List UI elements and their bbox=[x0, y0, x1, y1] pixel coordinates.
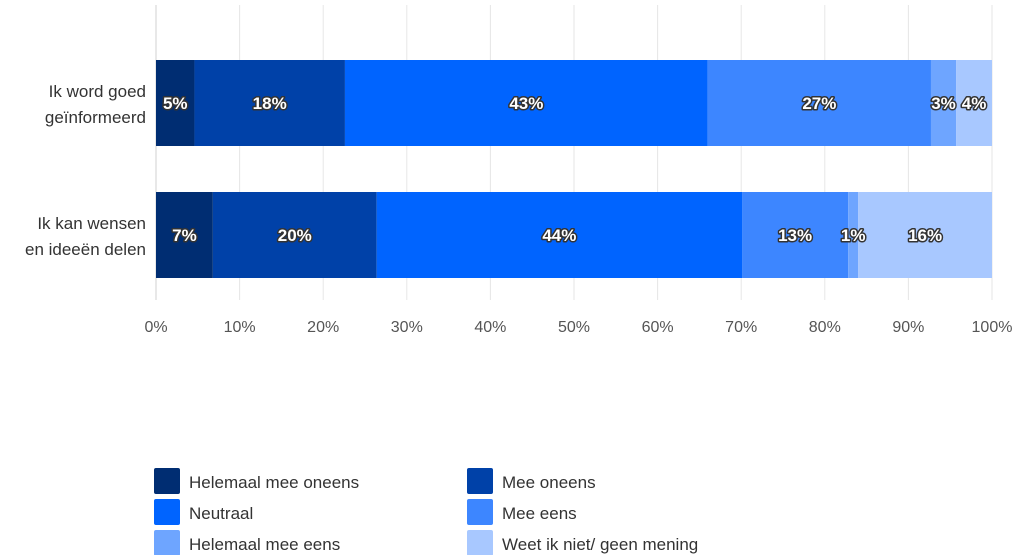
data-label: 3% bbox=[931, 94, 956, 113]
data-label: 27% bbox=[802, 94, 836, 113]
bar-segments bbox=[156, 60, 992, 278]
bar-segment bbox=[742, 192, 849, 278]
legend-swatch bbox=[154, 468, 180, 494]
data-label: 7% bbox=[172, 226, 197, 245]
data-label: 4% bbox=[962, 94, 987, 113]
legend-swatch bbox=[154, 499, 180, 525]
legend-label: Mee eens bbox=[502, 504, 577, 523]
legend-swatch bbox=[154, 530, 180, 555]
data-label: 1% bbox=[841, 226, 866, 245]
category-label: geïnformeerd bbox=[45, 108, 146, 127]
legend-label: Helemaal mee eens bbox=[189, 535, 340, 554]
bar-segment bbox=[707, 60, 931, 146]
x-tick-label: 10% bbox=[224, 319, 256, 336]
legend: Helemaal mee oneens Mee oneens Neutraal Mee… bbox=[154, 468, 698, 555]
data-label: 20% bbox=[278, 226, 312, 245]
x-tick-label: 60% bbox=[642, 319, 674, 336]
data-label: 44% bbox=[542, 226, 576, 245]
x-tick-label: 30% bbox=[391, 319, 423, 336]
data-labels: 5% 18% 43% 27% 3% 4% 7% 20% 44% 13% 1% 16% bbox=[161, 93, 987, 247]
x-tick-label: 0% bbox=[144, 319, 167, 336]
x-tick-label: 50% bbox=[558, 319, 590, 336]
x-tick-label: 20% bbox=[307, 319, 339, 336]
legend-label: Helemaal mee oneens bbox=[189, 473, 359, 492]
bar-segment bbox=[956, 60, 992, 146]
x-tick-label: 80% bbox=[809, 319, 841, 336]
bar-segment bbox=[156, 192, 213, 278]
bar-segment bbox=[848, 192, 859, 278]
legend-label: Neutraal bbox=[189, 504, 253, 523]
bar-segment bbox=[344, 60, 708, 146]
bar-segment bbox=[858, 192, 992, 278]
bar-segment bbox=[930, 60, 957, 146]
bar-segment bbox=[212, 192, 377, 278]
bar-segment bbox=[376, 192, 743, 278]
legend-label: Mee oneens bbox=[502, 473, 596, 492]
bar-segment bbox=[156, 60, 195, 146]
data-label: 18% bbox=[253, 94, 287, 113]
data-label: 16% bbox=[908, 226, 942, 245]
data-label: 5% bbox=[163, 94, 188, 113]
legend-swatch bbox=[467, 530, 493, 555]
x-tick-labels: 0% 10% 20% 30% 40% 50% 60% 70% 80% 90% 100% bbox=[144, 319, 1012, 336]
category-labels: Ik word goed geïnformeerd Ik kan wensen en … bbox=[25, 82, 146, 259]
legend-swatch bbox=[467, 468, 493, 494]
x-tick-label: 40% bbox=[474, 319, 506, 336]
x-tick-label: 70% bbox=[725, 319, 757, 336]
category-label: Ik kan wensen bbox=[37, 214, 146, 233]
x-tick-label: 100% bbox=[972, 319, 1013, 336]
data-label: 43% bbox=[509, 94, 543, 113]
category-label: en ideeën delen bbox=[25, 240, 146, 259]
data-label: 13% bbox=[778, 226, 812, 245]
x-tick-label: 90% bbox=[892, 319, 924, 336]
category-label: Ik word goed bbox=[49, 82, 146, 101]
legend-swatch bbox=[467, 499, 493, 525]
legend-label: Weet ik niet/ geen mening bbox=[502, 535, 698, 554]
bar-segment bbox=[194, 60, 345, 146]
